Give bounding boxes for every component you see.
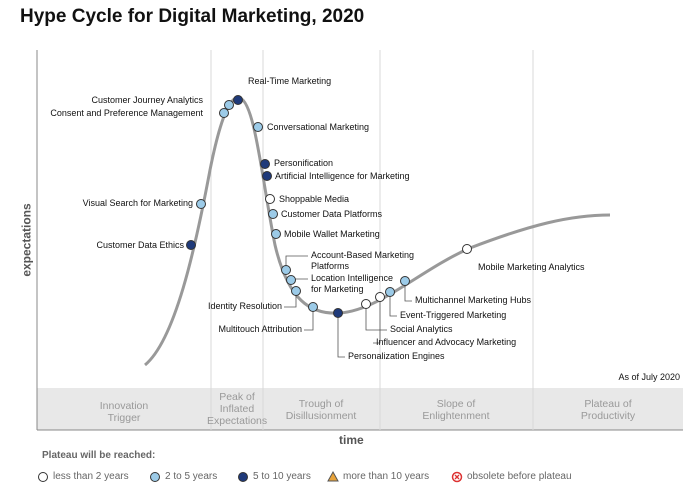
technology-label: Account-Based Marketing Platforms bbox=[311, 250, 415, 271]
technology-label: Social Analytics bbox=[390, 324, 453, 334]
technology-dot bbox=[268, 209, 278, 219]
technology-dot bbox=[375, 292, 385, 302]
technology-label: Influencer and Advocacy Marketing bbox=[376, 337, 517, 347]
technology-label: Mobile Marketing Analytics bbox=[478, 262, 585, 272]
leader-line bbox=[365, 304, 387, 331]
phase-label: Plateau of Productivity bbox=[580, 398, 636, 422]
technology-label: Real-Time Marketing bbox=[248, 76, 332, 86]
leader-line bbox=[337, 313, 345, 358]
y-axis-label: expectations bbox=[19, 203, 34, 277]
technology-label: Multitouch Attribution bbox=[218, 324, 302, 334]
legend-marker bbox=[38, 472, 48, 482]
legend-title: Plateau will be reached: bbox=[42, 450, 156, 461]
legend-item: less than 2 years bbox=[53, 471, 129, 482]
technology-label: Multichannel Marketing Hubs bbox=[415, 295, 532, 305]
phase-label: Slope of Enlightenment bbox=[422, 398, 490, 422]
technology-dot bbox=[385, 287, 395, 297]
technology-dot bbox=[260, 159, 270, 169]
technology-dot bbox=[262, 171, 272, 181]
technology-dot bbox=[361, 299, 371, 309]
phase-label: Peak of Inflated Expectations bbox=[207, 391, 268, 427]
leader-line bbox=[304, 307, 314, 331]
technology-label: Mobile Wallet Marketing bbox=[284, 229, 380, 239]
legend-item: more than 10 years bbox=[343, 471, 430, 482]
technology-dot bbox=[400, 276, 410, 286]
x-axis-label: time bbox=[339, 433, 364, 447]
technology-label: Personification bbox=[274, 158, 334, 168]
technology-label: Event-Triggered Marketing bbox=[400, 310, 507, 320]
legend-item: obsolete before plateau bbox=[467, 471, 572, 482]
technology-dot bbox=[271, 229, 281, 239]
technology-dot bbox=[233, 95, 243, 105]
legend-marker bbox=[327, 470, 339, 482]
technology-dot bbox=[291, 286, 301, 296]
technology-label: Location Intelligence for Marketing bbox=[311, 273, 394, 294]
leader-line bbox=[404, 281, 412, 302]
technology-dot bbox=[265, 194, 275, 204]
technology-label: Customer Data Platforms bbox=[281, 209, 383, 219]
as-of: As of July 2020 bbox=[618, 372, 680, 382]
legend-marker bbox=[238, 472, 248, 482]
technology-dot bbox=[286, 275, 296, 285]
technology-dot bbox=[186, 240, 196, 250]
technology-label: Shoppable Media bbox=[279, 194, 350, 204]
technology-dot bbox=[333, 308, 343, 318]
technology-dot bbox=[308, 302, 318, 312]
technology-dot bbox=[253, 122, 263, 132]
leader-line bbox=[284, 291, 297, 308]
legend-item: 2 to 5 years bbox=[165, 471, 218, 482]
technology-label: Visual Search for Marketing bbox=[82, 198, 193, 208]
technology-label: Consent and Preference Management bbox=[50, 108, 203, 118]
legend-marker bbox=[150, 472, 160, 482]
technology-label: Personalization Engines bbox=[348, 351, 445, 361]
legend-marker-x bbox=[454, 474, 460, 480]
technology-label: Customer Journey Analytics bbox=[91, 95, 203, 105]
phase-label: Trough of Disillusionment bbox=[285, 398, 357, 422]
phase-label: Innovation Trigger bbox=[99, 400, 149, 424]
leader-line bbox=[373, 297, 381, 344]
legend-item: 5 to 10 years bbox=[253, 471, 311, 482]
technology-dot bbox=[224, 100, 234, 110]
phase-dividers bbox=[210, 50, 534, 430]
technology-dot bbox=[281, 265, 291, 275]
technology-label: Conversational Marketing bbox=[267, 122, 370, 132]
technology-label: Customer Data Ethics bbox=[96, 240, 184, 250]
phase-band bbox=[37, 388, 683, 430]
title: Hype Cycle for Digital Marketing, 2020 bbox=[20, 6, 365, 27]
leader-line bbox=[389, 292, 397, 317]
technology-label: Artificial Intelligence for Marketing bbox=[275, 171, 410, 181]
technology-dot bbox=[462, 244, 472, 254]
technology-dot bbox=[196, 199, 206, 209]
technology-label: Identity Resolution bbox=[207, 301, 282, 311]
technology-dot bbox=[219, 108, 229, 118]
